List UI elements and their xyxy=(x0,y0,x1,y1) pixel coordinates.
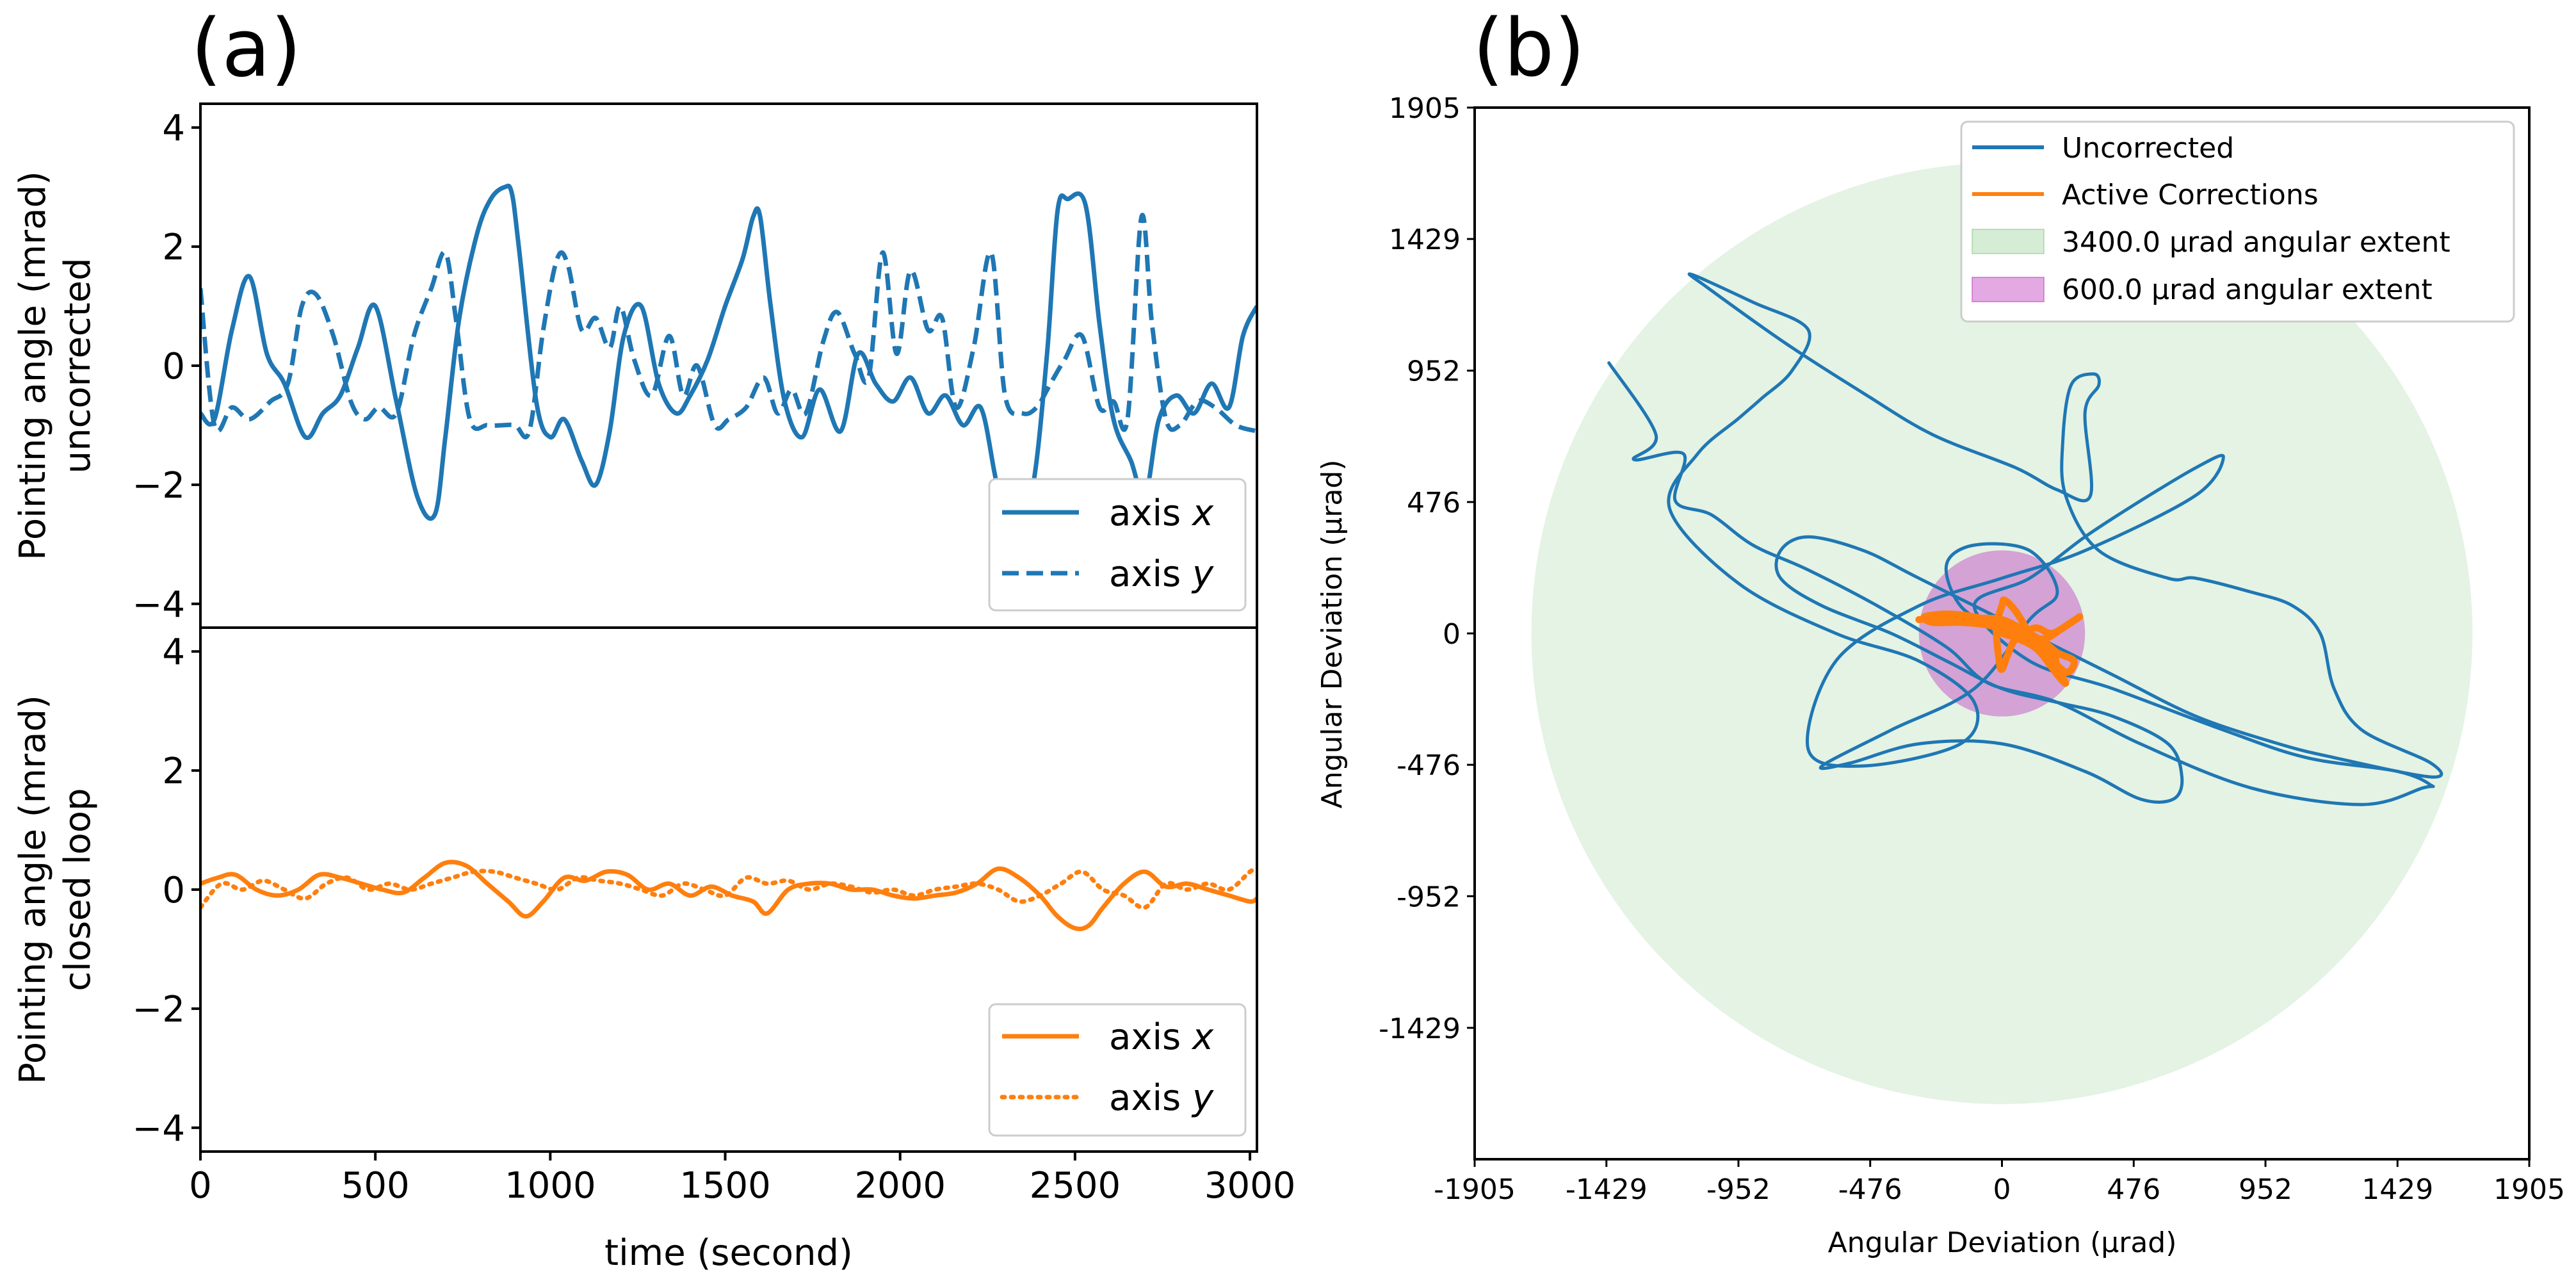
legend-label-uncorrected: Uncorrected xyxy=(2062,132,2234,165)
y-tick-label: 0 xyxy=(1443,618,1461,651)
bottom-subplot: 4 2 0 −2 −4 0 500 1000 1500 2000 2500 3000 Pointin… xyxy=(12,626,1295,1274)
bottom-legend: axis x axis y xyxy=(988,1003,1247,1137)
x-tick-label: 0 xyxy=(1993,1173,2011,1206)
y-tick-label: −2 xyxy=(132,989,185,1031)
x-tick-label: -1905 xyxy=(1434,1173,1516,1206)
legend-label-active: Active Corrections xyxy=(2062,179,2319,211)
x-tick-label: -476 xyxy=(1838,1173,1902,1206)
trajectory-uncorrected xyxy=(1607,272,2443,806)
top-plot-lines xyxy=(200,183,1257,529)
top-legend-label-y: axis y xyxy=(1109,553,1214,595)
series-line-axis-y xyxy=(200,213,1257,439)
scatter-plot-area xyxy=(1531,163,2473,1104)
bottom-plot-frame xyxy=(199,626,1258,1153)
x-tick-label: 1500 xyxy=(679,1165,771,1207)
y-tick-label: −4 xyxy=(132,1108,185,1150)
x-tick-label: 2000 xyxy=(854,1165,946,1207)
bottom-xlabel: time (second) xyxy=(604,1232,853,1274)
x-tick-label: 476 xyxy=(2107,1173,2160,1206)
x-tick-label: 952 xyxy=(2239,1173,2292,1206)
bottom-legend-label-y: axis y xyxy=(1109,1077,1214,1119)
scatter-x-ticks: -1905 -1429 -952 -476 0 476 952 1429 1905 xyxy=(1434,1159,2565,1206)
y-tick-label: 1905 xyxy=(1389,92,1461,125)
y-tick-label: 1429 xyxy=(1389,224,1461,256)
x-tick-label: 1000 xyxy=(505,1165,596,1207)
x-tick-label: 1429 xyxy=(2361,1173,2433,1206)
x-tick-label: 2500 xyxy=(1030,1165,1121,1207)
y-tick-label: -952 xyxy=(1397,881,1461,913)
y-tick-label: −4 xyxy=(132,584,185,626)
y-tick-label: 2 xyxy=(162,227,185,268)
top-ylabel-line2: uncorrected xyxy=(57,257,99,473)
scatter-legend: Uncorrected Active Corrections 3400.0 µr… xyxy=(1960,120,2515,323)
bottom-ylabel-line2: closed loop xyxy=(57,788,99,991)
y-tick-label: -476 xyxy=(1397,749,1461,782)
top-legend: axis x axis y xyxy=(988,478,1247,612)
y-tick-label: 2 xyxy=(162,751,185,792)
y-tick-label: 4 xyxy=(162,631,185,673)
y-tick-label: −2 xyxy=(132,465,185,507)
x-tick-label: 500 xyxy=(341,1165,410,1207)
trajectory-active-corrections xyxy=(1915,596,2084,687)
y-tick-label: 4 xyxy=(162,108,185,149)
x-tick-label: 3000 xyxy=(1204,1165,1296,1207)
top-ylabel-line1: Pointing angle (mrad) xyxy=(12,171,54,560)
bottom-x-ticks: 0 500 1000 1500 2000 2500 3000 xyxy=(189,1152,1295,1207)
top-subplot: 4 2 0 −2 −4 Pointing angle (mrad) uncorrecte… xyxy=(12,102,1258,629)
x-tick-label: -1429 xyxy=(1566,1173,1648,1206)
scatter-xlabel: Angular Deviation (µrad) xyxy=(1828,1226,2177,1259)
top-legend-label-x: axis x xyxy=(1109,493,1214,534)
y-tick-label: 476 xyxy=(1407,487,1461,519)
series-line-axis-x xyxy=(200,183,1257,529)
y-tick-label: 0 xyxy=(162,346,185,387)
series-line-axis-y xyxy=(200,867,1257,910)
y-tick-label: -1429 xyxy=(1379,1013,1461,1045)
bottom-ylabel-line1: Pointing angle (mrad) xyxy=(12,695,54,1084)
legend-swatch-3400 xyxy=(1972,229,2045,254)
bottom-legend-label-x: axis x xyxy=(1109,1016,1214,1058)
bottom-y-ticks: 4 2 0 −2 −4 xyxy=(132,631,200,1150)
panel-label-a: (a) xyxy=(191,3,302,95)
scatter-y-ticks: 1905 1429 952 476 0 -476 -952 -1429 xyxy=(1379,92,1475,1045)
legend-label-600: 600.0 µrad angular extent xyxy=(2062,273,2433,306)
bottom-plot-lines xyxy=(200,859,1257,931)
top-y-ticks: 4 2 0 −2 −4 xyxy=(132,108,200,626)
scatter-ylabel: Angular Deviation (µrad) xyxy=(1316,460,1349,809)
legend-swatch-600 xyxy=(1972,277,2045,302)
y-tick-label: 0 xyxy=(162,870,185,911)
series-line-axis-x xyxy=(200,859,1257,931)
scatter-legend-box xyxy=(1960,120,2515,323)
panel-label-b: (b) xyxy=(1473,3,1585,95)
x-tick-label: -952 xyxy=(1706,1173,1770,1206)
y-tick-label: 952 xyxy=(1407,355,1461,388)
x-tick-label: 0 xyxy=(189,1165,212,1207)
x-tick-label: 1905 xyxy=(2493,1173,2565,1206)
legend-label-3400: 3400.0 µrad angular extent xyxy=(2062,226,2450,259)
